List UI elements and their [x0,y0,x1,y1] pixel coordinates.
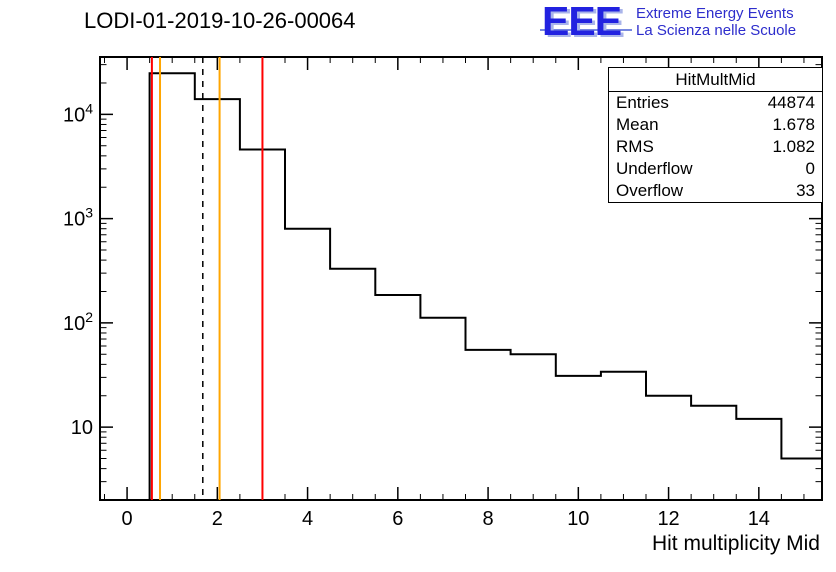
chart-title: LODI-01-2019-10-26-00064 [84,8,356,33]
stats-row: Mean 1.678 [609,114,822,136]
stats-box: HitMultMid Entries 44874 Mean 1.678 RMS 1.082… [608,67,823,203]
stats-row: Underflow 0 [609,158,822,180]
eee-logo-line [540,29,632,31]
eee-tagline-line1: Extreme Energy Events [636,5,794,22]
x-tick-label: 12 [657,508,679,530]
stats-value: 33 [796,181,815,200]
stats-label: Underflow [616,159,693,178]
x-tick-label: 8 [483,508,494,530]
x-tick-label: 10 [567,508,589,530]
stats-value: 44874 [767,93,815,112]
stats-label: RMS [616,137,654,156]
stats-value: 0 [805,159,815,178]
y-tick-label: 10 [71,417,93,439]
stats-label: Overflow [616,181,684,200]
stats-rows: Entries 44874 Mean 1.678 RMS 1.082 Underflow 0 O… [609,92,822,202]
x-tick-label: 0 [122,508,133,530]
stats-title: HitMultMid [609,68,822,92]
y-tick-label: 103 [63,205,93,231]
stats-label: Entries [616,93,669,112]
stats-value: 1.678 [772,115,815,134]
eee-tagline-line2: La Scienza nelle Scuole [636,22,797,39]
y-tick-label: 102 [63,309,93,335]
x-tick-label: 2 [212,508,223,530]
y-tick-label: 104 [63,100,93,126]
eee-tagline: Extreme Energy Events La Scienza nelle S… [636,5,796,39]
x-tick-label: 4 [302,508,313,530]
histogram-line [148,72,822,500]
x-tick-label: 6 [392,508,403,530]
x-tick-label: 14 [748,508,770,530]
stats-label: Mean [616,115,659,134]
stats-value: 1.082 [772,137,815,156]
stats-row: RMS 1.082 [609,136,822,158]
stats-row: Entries 44874 [609,92,822,114]
plot-frame [99,56,823,501]
eee-logo: EEE [542,0,622,44]
x-axis-title: Hit multiplicity Mid [651,532,820,555]
stats-row: Overflow 33 [609,180,822,202]
